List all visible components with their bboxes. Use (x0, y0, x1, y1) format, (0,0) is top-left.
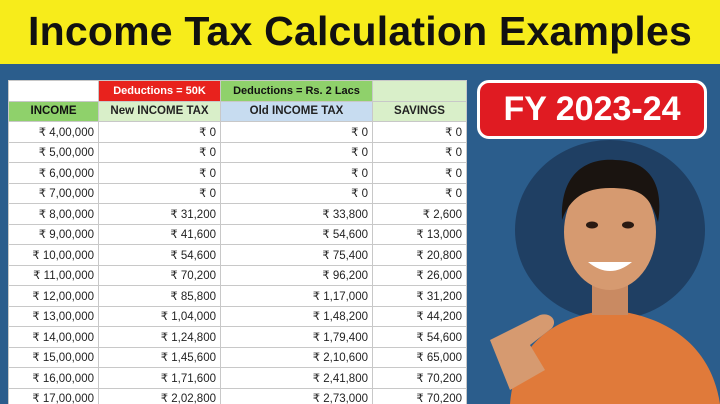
table-cell: ₹ 2,73,000 (220, 387, 373, 404)
table-cell: ₹ 20,800 (372, 244, 467, 266)
table-cell: ₹ 6,00,000 (8, 162, 99, 184)
table-cell: ₹ 13,00,000 (8, 305, 99, 327)
table-row: ₹ 13,00,000 ₹ 1,04,000 ₹ 1,48,200 ₹ 44,200 (8, 305, 467, 327)
table-cell: ₹ 15,00,000 (8, 346, 99, 368)
table-row: ₹ 4,00,000 ₹ 0 ₹ 0 ₹ 0 (8, 121, 467, 143)
group-header: Deductions = 50K (98, 80, 221, 102)
eye (586, 221, 598, 229)
table-cell: ₹ 0 (98, 162, 221, 184)
table-cell: ₹ 0 (372, 141, 467, 163)
table-row: ₹ 11,00,000 ₹ 70,200 ₹ 96,200 ₹ 26,000 (8, 264, 467, 286)
table-cell: ₹ 1,24,800 (98, 326, 221, 348)
table-cell: ₹ 12,00,000 (8, 285, 99, 307)
pointing-hand (490, 314, 555, 390)
table-cell: ₹ 0 (372, 162, 467, 184)
table-row: ₹ 17,00,000 ₹ 2,02,800 ₹ 2,73,000 ₹ 70,200 (8, 387, 467, 404)
shirt (510, 310, 720, 404)
title-banner: Income Tax Calculation Examples (0, 0, 720, 64)
table-cell: ₹ 10,00,000 (8, 244, 99, 266)
hair (561, 159, 660, 222)
tax-table-wrap: Deductions = 50K Deductions = Rs. 2 Lacs… (8, 80, 467, 404)
table-row: ₹ 10,00,000 ₹ 54,600 ₹ 75,400 ₹ 20,800 (8, 244, 467, 266)
column-header-row: INCOME New INCOME TAX Old INCOME TAX SAVING… (8, 100, 467, 122)
table-cell: ₹ 31,200 (372, 285, 467, 307)
table-row: ₹ 5,00,000 ₹ 0 ₹ 0 ₹ 0 (8, 141, 467, 163)
table-cell: ₹ 2,600 (372, 203, 467, 225)
face (564, 174, 656, 290)
table-row: ₹ 15,00,000 ₹ 1,45,600 ₹ 2,10,600 ₹ 65,000 (8, 346, 467, 368)
table-cell: ₹ 44,200 (372, 305, 467, 327)
table-row: ₹ 7,00,000 ₹ 0 ₹ 0 ₹ 0 (8, 182, 467, 204)
table-cell: ₹ 13,000 (372, 223, 467, 245)
smile (588, 262, 632, 271)
table-row: ₹ 14,00,000 ₹ 1,24,800 ₹ 1,79,400 ₹ 54,600 (8, 326, 467, 348)
table-cell: ₹ 16,00,000 (8, 367, 99, 389)
table-cell: ₹ 1,71,600 (98, 367, 221, 389)
presenter-photo (490, 140, 720, 404)
table-cell: ₹ 33,800 (220, 203, 373, 225)
table-cell: ₹ 8,00,000 (8, 203, 99, 225)
table-cell: ₹ 0 (220, 182, 373, 204)
table-cell: ₹ 0 (220, 141, 373, 163)
table-cell: ₹ 0 (98, 121, 221, 143)
table-row: ₹ 6,00,000 ₹ 0 ₹ 0 ₹ 0 (8, 162, 467, 184)
empty-cell (8, 80, 99, 102)
table-cell: ₹ 0 (220, 162, 373, 184)
table-cell: ₹ 17,00,000 (8, 387, 99, 404)
table-cell: ₹ 41,600 (98, 223, 221, 245)
table-row: ₹ 12,00,000 ₹ 85,800 ₹ 1,17,000 ₹ 31,200 (8, 285, 467, 307)
eye (622, 221, 634, 229)
group-header-row: Deductions = 50K Deductions = Rs. 2 Lacs (8, 80, 467, 102)
table-row: ₹ 16,00,000 ₹ 1,71,600 ₹ 2,41,800 ₹ 70,200 (8, 367, 467, 389)
table-cell: ₹ 9,00,000 (8, 223, 99, 245)
table-cell: ₹ 54,600 (220, 223, 373, 245)
table-cell: ₹ 75,400 (220, 244, 373, 266)
empty-cell (372, 80, 467, 102)
fy-badge: FY 2023-24 (477, 80, 707, 139)
table-cell: ₹ 5,00,000 (8, 141, 99, 163)
column-header: Old INCOME TAX (220, 100, 373, 122)
table-cell: ₹ 96,200 (220, 264, 373, 286)
table-cell: ₹ 54,600 (98, 244, 221, 266)
table-cell: ₹ 0 (220, 121, 373, 143)
table-cell: ₹ 0 (98, 182, 221, 204)
table-cell: ₹ 7,00,000 (8, 182, 99, 204)
column-header: SAVINGS (372, 100, 467, 122)
title: Income Tax Calculation Examples (28, 8, 692, 54)
table-cell: ₹ 1,79,400 (220, 326, 373, 348)
column-header: New INCOME TAX (98, 100, 221, 122)
table-cell: ₹ 26,000 (372, 264, 467, 286)
table-cell: ₹ 2,02,800 (98, 387, 221, 404)
tax-table: Deductions = 50K Deductions = Rs. 2 Lacs… (8, 80, 467, 404)
table-row: ₹ 8,00,000 ₹ 31,200 ₹ 33,800 ₹ 2,600 (8, 203, 467, 225)
table-cell: ₹ 70,200 (372, 367, 467, 389)
table-cell: ₹ 1,17,000 (220, 285, 373, 307)
table-cell: ₹ 11,00,000 (8, 264, 99, 286)
table-cell: ₹ 1,48,200 (220, 305, 373, 327)
table-cell: ₹ 0 (372, 182, 467, 204)
table-cell: ₹ 65,000 (372, 346, 467, 368)
table-cell: ₹ 4,00,000 (8, 121, 99, 143)
table-cell: ₹ 1,45,600 (98, 346, 221, 368)
table-cell: ₹ 14,00,000 (8, 326, 99, 348)
table-body: Deductions = 50K Deductions = Rs. 2 Lacs… (8, 80, 467, 404)
table-cell: ₹ 2,41,800 (220, 367, 373, 389)
table-cell: ₹ 31,200 (98, 203, 221, 225)
table-cell: ₹ 0 (98, 141, 221, 163)
column-header: INCOME (8, 100, 99, 122)
table-cell: ₹ 2,10,600 (220, 346, 373, 368)
table-cell: ₹ 70,200 (372, 387, 467, 404)
table-cell: ₹ 1,04,000 (98, 305, 221, 327)
table-cell: ₹ 85,800 (98, 285, 221, 307)
table-cell: ₹ 0 (372, 121, 467, 143)
table-row: ₹ 9,00,000 ₹ 41,600 ₹ 54,600 ₹ 13,000 (8, 223, 467, 245)
table-cell: ₹ 70,200 (98, 264, 221, 286)
group-header: Deductions = Rs. 2 Lacs (220, 80, 373, 102)
table-cell: ₹ 54,600 (372, 326, 467, 348)
